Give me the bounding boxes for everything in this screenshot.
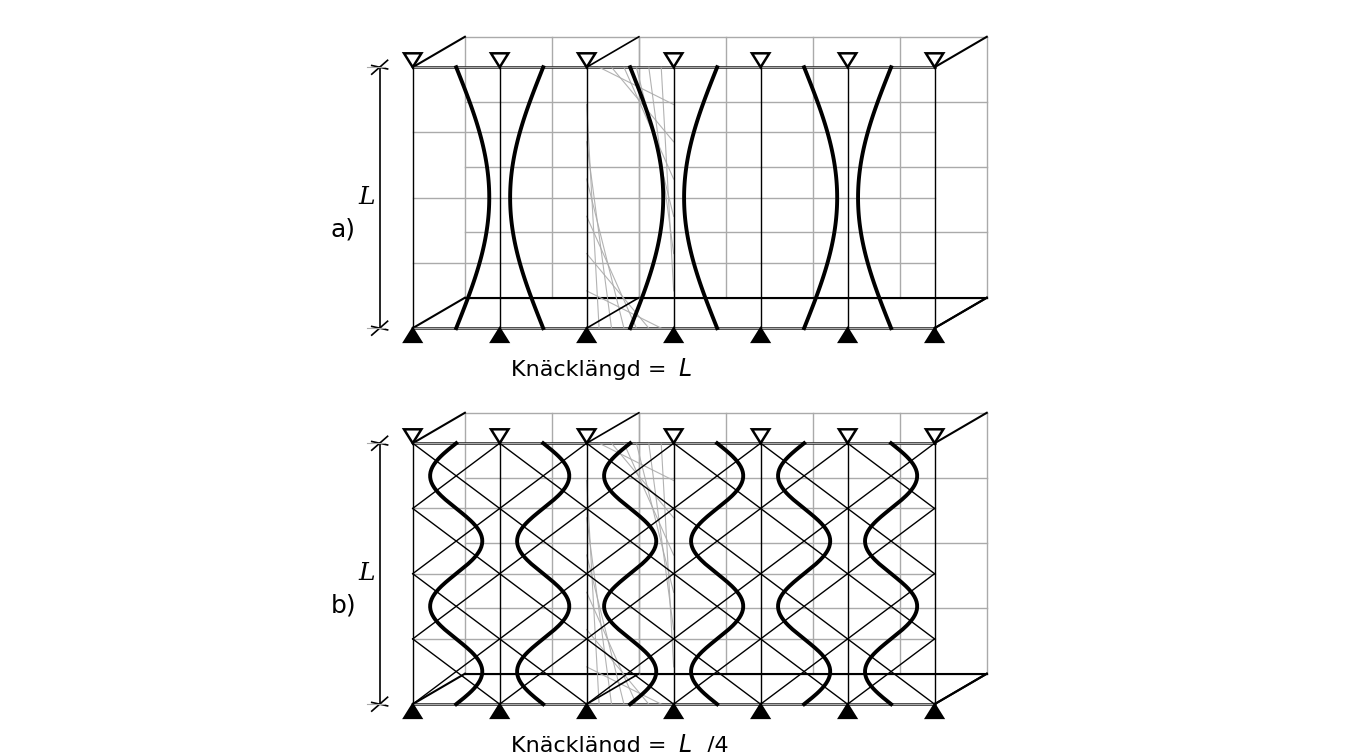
Polygon shape	[926, 704, 944, 718]
Polygon shape	[578, 53, 595, 67]
Polygon shape	[753, 328, 769, 342]
Polygon shape	[404, 704, 422, 718]
Text: $L$: $L$	[678, 359, 692, 381]
Text: L: L	[358, 562, 374, 585]
Polygon shape	[578, 429, 595, 443]
Text: Knäcklängd =: Knäcklängd =	[511, 736, 674, 752]
Polygon shape	[664, 704, 682, 718]
Polygon shape	[753, 704, 769, 718]
Polygon shape	[926, 429, 944, 443]
Polygon shape	[664, 53, 682, 67]
Polygon shape	[404, 328, 422, 342]
Polygon shape	[578, 704, 595, 718]
Polygon shape	[926, 328, 944, 342]
Polygon shape	[753, 53, 769, 67]
Polygon shape	[491, 704, 508, 718]
Polygon shape	[753, 429, 769, 443]
Text: b): b)	[331, 593, 355, 617]
Polygon shape	[404, 429, 422, 443]
Polygon shape	[491, 429, 508, 443]
Text: Knäcklängd =: Knäcklängd =	[511, 360, 674, 380]
Text: $L$: $L$	[678, 735, 692, 752]
Text: L: L	[358, 186, 374, 209]
Polygon shape	[839, 328, 856, 342]
Polygon shape	[491, 328, 508, 342]
Polygon shape	[839, 429, 856, 443]
Polygon shape	[664, 429, 682, 443]
Polygon shape	[664, 328, 682, 342]
Text: a): a)	[331, 217, 355, 241]
Polygon shape	[404, 53, 422, 67]
Polygon shape	[491, 53, 508, 67]
Polygon shape	[578, 328, 595, 342]
Text: /4: /4	[706, 736, 728, 752]
Polygon shape	[839, 53, 856, 67]
Polygon shape	[926, 53, 944, 67]
Polygon shape	[839, 704, 856, 718]
